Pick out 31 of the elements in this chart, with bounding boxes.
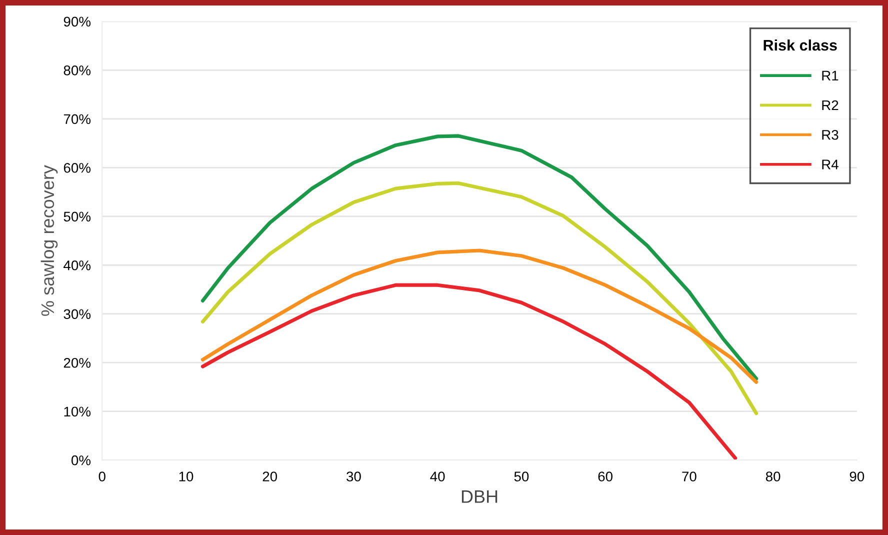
x-tick-label: 0 [98,472,106,482]
y-tick-label: 70% [64,114,91,124]
x-tick-label: 40 [430,472,445,482]
y-tick-label: 80% [64,65,91,76]
x-tick-label: 60 [598,472,612,482]
line-series [200,181,758,416]
legend-label: R1 [822,70,838,80]
y-tick-label: 90% [64,16,91,27]
y-tick-label: 20% [64,358,91,368]
x-tick-label: 30 [346,472,361,482]
y-tick-label: 60% [64,162,91,173]
line-series [200,134,758,380]
y-axis-title: % sawlog recovery [40,165,58,316]
x-tick-label: 80 [766,472,780,482]
x-tick-label: 90 [850,472,864,482]
y-tick-label: 40% [64,260,91,270]
x-tick-label: 50 [514,472,529,482]
line-series [200,283,738,460]
x-tick-label: 70 [682,472,696,482]
line-series [200,248,758,384]
y-tick-label: 10% [64,406,91,417]
x-axis-title: DBH [462,490,498,503]
legend-label: R2 [822,100,838,110]
x-tick-label: 20 [262,472,278,482]
y-tick-label: 0% [71,455,91,466]
legend-title: Risk class [764,39,837,51]
x-tick-label: 10 [179,472,194,482]
y-tick-label: 50% [64,212,91,222]
legend-label: R3 [822,130,838,140]
legend-label: R4 [822,160,838,170]
y-tick-label: 30% [64,309,91,320]
